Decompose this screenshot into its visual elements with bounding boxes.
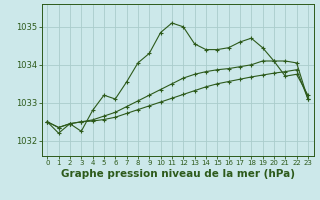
X-axis label: Graphe pression niveau de la mer (hPa): Graphe pression niveau de la mer (hPa) [60,169,295,179]
